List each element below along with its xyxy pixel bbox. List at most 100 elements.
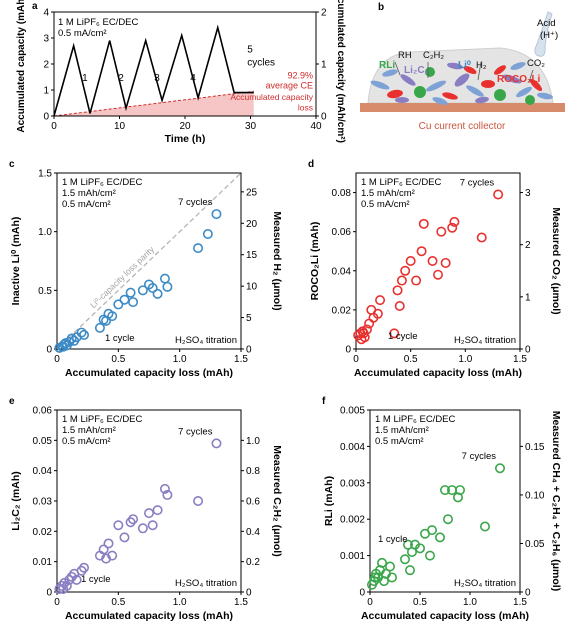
sei-species-particle: [400, 74, 416, 86]
data-point: [113, 299, 124, 310]
sei-species-particle: [432, 97, 448, 105]
data-point: [396, 275, 407, 286]
x-tick-label: 1.0: [458, 354, 472, 365]
x-tick-label: 40: [310, 121, 322, 132]
x-axis-label: Accumulated capacity loss (mAh): [65, 610, 233, 622]
x-tick-label: 0.5: [413, 597, 427, 608]
x-tick-label: 0: [353, 354, 359, 365]
capacity-line: [53, 24, 254, 117]
x-axis-label: Accumulated capacity loss (mAh): [361, 610, 529, 622]
y-tick-label: 0: [345, 345, 351, 356]
x-tick-label: 30: [245, 121, 257, 132]
y-right-tick-label: 0: [246, 345, 252, 356]
data-point: [436, 226, 447, 237]
y-axis-label: Li₂C₂ (mAh): [10, 471, 22, 531]
data-point: [375, 295, 386, 306]
data-point: [113, 520, 124, 531]
y-tick-label: 0.001: [340, 551, 365, 562]
loss-label-line: Accumulated capacity: [230, 92, 313, 102]
y-right-tick-label: 1.0: [246, 436, 260, 447]
y-tick-label: 0.01: [33, 557, 53, 568]
y-tick-label: 0.02: [332, 305, 352, 316]
y-right-tick-label: 1: [321, 60, 327, 71]
panel-letter: d: [308, 159, 314, 170]
data-point: [193, 243, 204, 254]
data-point: [479, 521, 490, 532]
species-label: H₂: [476, 60, 487, 71]
data-point: [162, 489, 173, 500]
y-right-tick-label: 10: [246, 282, 258, 293]
x-tick-label: 1.5: [513, 354, 527, 365]
sei-species-particle: [382, 69, 398, 77]
loss-label-line: loss: [298, 102, 313, 112]
panel-letter: f: [322, 396, 326, 407]
ce-label: average CE: [265, 81, 313, 91]
condition-label: 1 M LiPF₆ EC/DEC: [58, 17, 139, 28]
parity-line: [56, 172, 242, 350]
cycle-number-label: 1: [82, 73, 88, 84]
condition-label: 0.5 mA/cm²: [62, 436, 111, 447]
species-label: CO₂: [527, 58, 545, 69]
collector-label: Cu current collector: [419, 121, 506, 132]
y-right-tick-label: 0.15: [525, 442, 545, 453]
sei-species-particle: [529, 78, 543, 92]
x-tick-label: 0: [51, 121, 57, 132]
y-right-tick-label: 0.05: [525, 539, 545, 550]
y-tick-label: 0: [43, 112, 49, 123]
ce-value-label: 92.9%: [287, 70, 313, 80]
sei-species-particle: [502, 74, 522, 84]
data-point: [416, 246, 427, 257]
cycle-number-label: 5: [247, 44, 253, 55]
x-tick-label: 0: [54, 597, 60, 608]
y-right-tick-label: 0.10: [525, 490, 545, 501]
x-axis-label: Accumulated capacity loss (mAh): [354, 367, 522, 379]
gas-release-arrow: [394, 61, 401, 76]
x-tick-label: 1.5: [234, 354, 248, 365]
y-tick-label: 0.06: [33, 406, 53, 417]
data-point: [404, 565, 415, 576]
data-point: [454, 485, 465, 496]
data-point: [449, 216, 460, 227]
first-cycle-label: 1 cycle: [388, 331, 418, 342]
data-point: [372, 308, 383, 319]
x-tick-label: 1.0: [173, 597, 187, 608]
first-cycle-label: 1 cycle: [81, 574, 111, 585]
data-point: [59, 577, 70, 588]
condition-label: 1 M LiPF₆ EC/DEC: [62, 177, 143, 188]
data-point: [399, 554, 410, 565]
condition-label: 1 M LiPF₆ EC/DEC: [361, 177, 442, 188]
x-tick-label: 1.5: [234, 597, 248, 608]
condition-label: 1.5 mAh/cm²: [62, 188, 116, 199]
sei-species-particle: [537, 92, 553, 100]
data-point: [128, 297, 139, 308]
sei-species-particle: [425, 67, 435, 77]
sei-species-particle: [510, 62, 526, 70]
species-label: Li₂C₂: [404, 65, 429, 76]
y-tick-label: 0: [46, 588, 52, 599]
sei-species-particle: [463, 65, 477, 75]
condition-label: 0.5 mA/cm²: [62, 199, 111, 210]
acid-label: (H⁺): [540, 30, 558, 41]
species-label: C₂H₂: [423, 50, 444, 61]
data-point: [128, 514, 139, 525]
data-point: [76, 565, 87, 576]
data-point: [414, 543, 425, 554]
data-point: [392, 285, 403, 296]
data-point: [66, 571, 77, 582]
y-right-tick-label: 1: [525, 292, 531, 303]
data-point: [159, 483, 170, 494]
y-tick-label: 0: [46, 345, 52, 356]
condition-label: 1 M LiPF₆ EC/DEC: [62, 414, 143, 425]
y-tick-label: 4: [43, 8, 49, 19]
x-tick-label: 0.5: [111, 354, 125, 365]
panel-d-scatter-chart: d0 0.5 1.0 1.500.020.040.060.080123Accumula…: [308, 159, 562, 379]
data-point: [394, 300, 405, 311]
data-point: [107, 311, 118, 322]
data-point: [402, 539, 413, 550]
y-tick-label: 0.05: [33, 436, 53, 447]
y-right-tick-label: 2: [525, 240, 531, 251]
panel-letter: e: [9, 396, 15, 407]
condition-label: 0.5 mA/cm²: [58, 28, 107, 39]
last-cycle-label: 7 cycles: [462, 451, 497, 462]
